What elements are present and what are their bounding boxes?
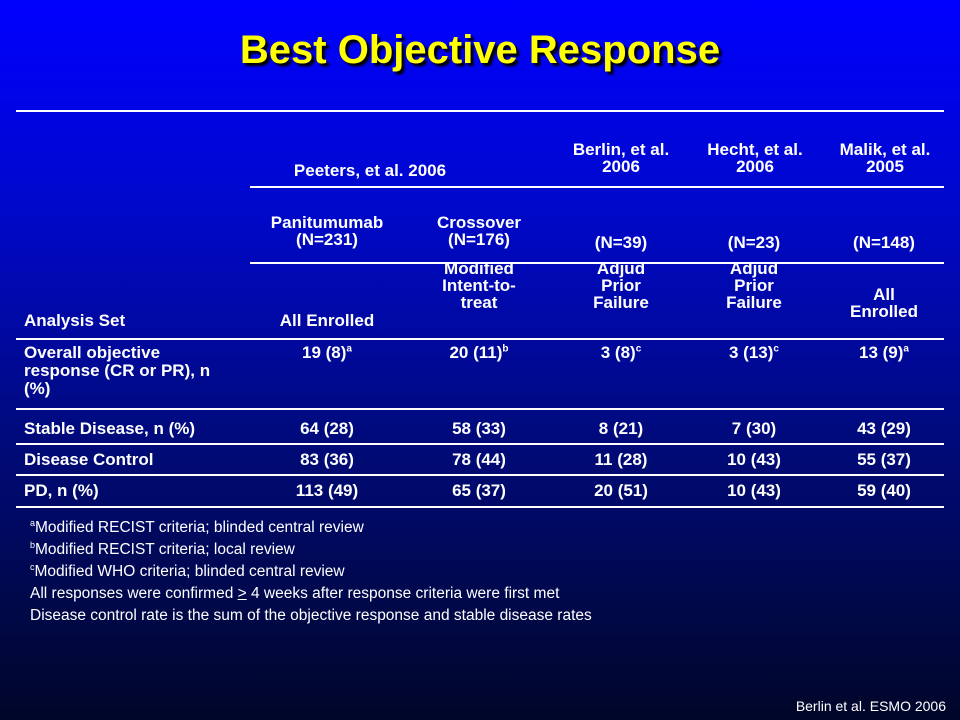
cell-value: 20 (11) [449,343,503,362]
footnote-mark: b [502,343,509,355]
cell-pd-col1: 113 (49) [295,481,359,500]
table-top-rule [16,110,944,112]
cell-control-col3: 11 (28) [594,450,648,469]
cell-stable-col1: 64 (28) [300,419,354,438]
n-header-malik: (N=148) [853,233,915,252]
footnote-mark: c [635,343,642,355]
cell-value: 3 (13) [729,343,774,362]
footnote-mark: a [903,343,909,355]
cell-control-col1: 83 (36) [300,450,354,469]
n-header-crossover: Crossover (N=176) [436,213,522,249]
cell-stable-col5: 43 (29) [857,419,911,438]
n-header-hecht: (N=23) [727,233,781,252]
analysis-set-col1: All Enrolled [279,311,375,330]
cell-value: 3 (8) [600,343,636,362]
table-bottom-rule [16,506,944,508]
row-label-disease-control: Disease Control [24,450,154,469]
footnote-c-text: Modified WHO criteria; blinded central r… [34,563,345,580]
cell-pd-col4: 10 (43) [727,481,781,500]
cell-control-col2: 78 (44) [452,450,506,469]
slide-title: Best Objective Response [239,28,721,72]
cell-pd-col5: 59 (40) [857,481,911,500]
footnotes: aModified RECIST criteria; blinded centr… [30,517,592,627]
cell-response-col4: 3 (13)c [694,344,814,361]
footnote-confirmed-start: All responses were confirmed [30,585,238,602]
cell-response-col1: 19 (8)a [260,344,394,361]
footnote-b-mark: b [30,539,36,550]
analysis-set-col2: Modified Intent-to-treat [442,259,516,312]
footnote-confirmed-end: 4 weeks after response criteria were fir… [246,585,560,602]
footnote-a: aModified RECIST criteria; blinded centr… [30,517,592,539]
cell-pd-col3: 20 (51) [594,481,648,500]
cell-response-col2: 20 (11)b [414,344,544,361]
study-header-malik: Malik, et al. 2005 [839,140,931,176]
study-header-berlin: Berlin, et al. 2006 [572,140,670,176]
row-label-pd: PD, n (%) [24,481,99,500]
cell-value: 13 (9) [859,343,904,362]
footnote-disease-control: Disease control rate is the sum of the o… [30,607,592,624]
source-citation: Berlin et al. ESMO 2006 [795,698,946,714]
cell-stable-col2: 58 (33) [452,419,506,438]
footnote-mark: a [346,343,352,355]
response-table: Peeters, et al. 2006 Berlin, et al. 2006… [16,110,944,510]
cell-response-col3: 3 (8)c [561,344,681,361]
cell-response-col5: 13 (9)a [824,344,944,361]
n-header-panitumumab: Panitumumab (N=231) [270,213,384,249]
row-label-overall-response-text: Overall objective response (CR or PR), n… [24,343,211,398]
study-header-rule [250,186,944,188]
stable-row-rule [16,443,944,445]
row-label-overall-response: Overall objective response (CR or PR), n… [24,344,234,398]
footnote-b-text: Modified RECIST criteria; local review [35,541,295,558]
cell-control-col5: 55 (37) [857,450,911,469]
analysis-set-label: Analysis Set [24,311,126,330]
analysis-set-col4: Adjud Prior Failure [726,259,782,312]
analysis-set-rule [16,338,944,340]
greater-equal-symbol: > [237,585,247,602]
cell-stable-col4: 7 (30) [731,419,777,438]
footnote-confirmed: All responses were confirmed > 4 weeks a… [30,583,592,605]
study-header-peeters: Peeters, et al. 2006 [293,161,447,180]
n-header-rule [250,262,944,264]
footnote-c-mark: c [30,561,35,572]
response-row-rule [16,408,944,410]
row-label-stable-disease: Stable Disease, n (%) [24,419,196,438]
footnote-b: bModified RECIST criteria; local review [30,539,592,561]
footnote-mark: c [773,343,779,355]
study-header-hecht: Hecht, et al. 2006 [707,140,803,176]
footnote-a-text: Modified RECIST criteria; blinded centra… [35,519,364,536]
analysis-set-col5: All Enrolled [849,285,918,321]
cell-stable-col3: 8 (21) [598,419,644,438]
cell-pd-col2: 65 (37) [452,481,506,500]
control-row-rule [16,474,944,476]
cell-value: 19 (8) [302,343,347,362]
cell-control-col4: 10 (43) [727,450,781,469]
footnote-a-mark: a [30,517,36,528]
footnote-c: cModified WHO criteria; blinded central … [30,561,592,583]
analysis-set-col3: Adjud Prior Failure [593,259,649,312]
n-header-berlin: (N=39) [594,233,648,252]
